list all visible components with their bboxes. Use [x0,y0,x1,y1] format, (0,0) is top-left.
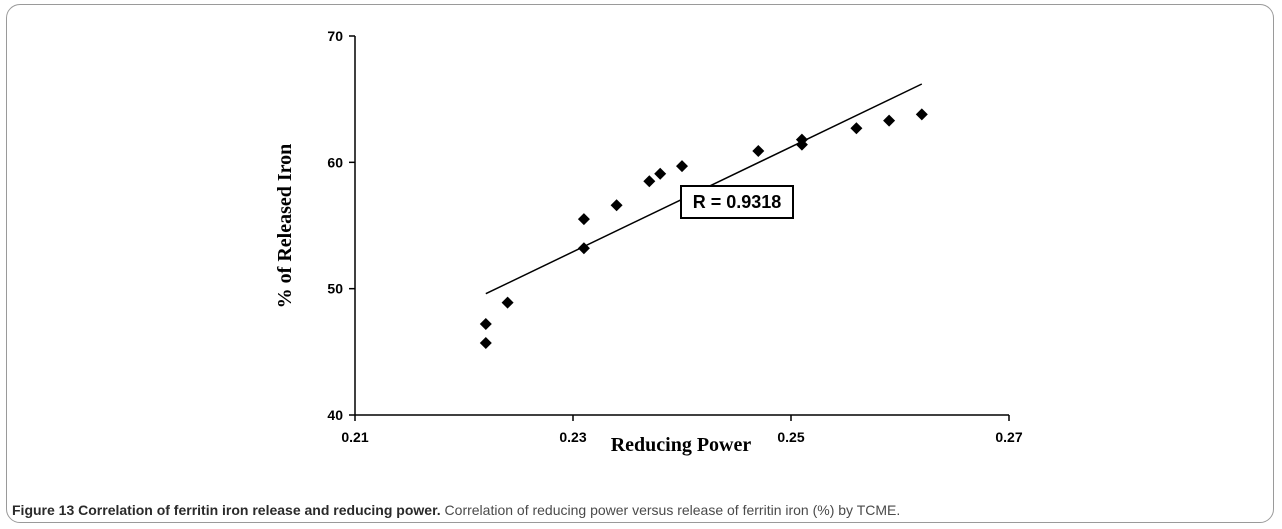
scatter-chart: 0.21 0.23 0.25 0.27 40 50 60 70 R = 0.9318 Redu… [274,28,1023,456]
data-point [479,336,492,349]
data-point [479,318,492,331]
y-tick-label: 60 [327,154,343,170]
data-point [795,133,808,146]
data-point [752,144,765,157]
data-point [501,296,514,309]
data-point [643,175,656,188]
r-value-annotation: R = 0.9318 [680,185,794,219]
data-points [479,108,928,349]
data-point [883,114,896,127]
data-point [577,242,590,255]
x-tick-label: 0.21 [341,429,368,445]
axes [349,35,1010,421]
caption-text: Correlation of reducing power versus rel… [444,502,901,518]
x-tick-label: 0.23 [559,429,586,445]
y-tick-label: 40 [327,407,343,423]
figure-frame [6,4,1274,523]
data-point [654,167,667,180]
x-tick-label: 0.27 [995,429,1022,445]
data-point [577,213,590,226]
data-point [676,160,688,173]
data-point [850,122,863,135]
caption-title: Figure 13 Correlation of ferritin iron r… [12,502,441,518]
x-axis-title: Reducing Power [611,434,752,456]
x-tick-label: 0.25 [777,429,804,445]
y-tick-label: 70 [327,28,343,44]
r-value-label: R = 0.9318 [693,192,782,212]
y-axis-title: % of Released Iron [274,144,296,309]
figure-caption: Figure 13 Correlation of ferritin iron r… [12,502,1274,518]
y-tick-label: 50 [327,281,343,297]
data-point [915,108,928,121]
data-point [610,199,623,212]
tick-labels: 0.21 0.23 0.25 0.27 40 50 60 70 [327,28,1022,445]
